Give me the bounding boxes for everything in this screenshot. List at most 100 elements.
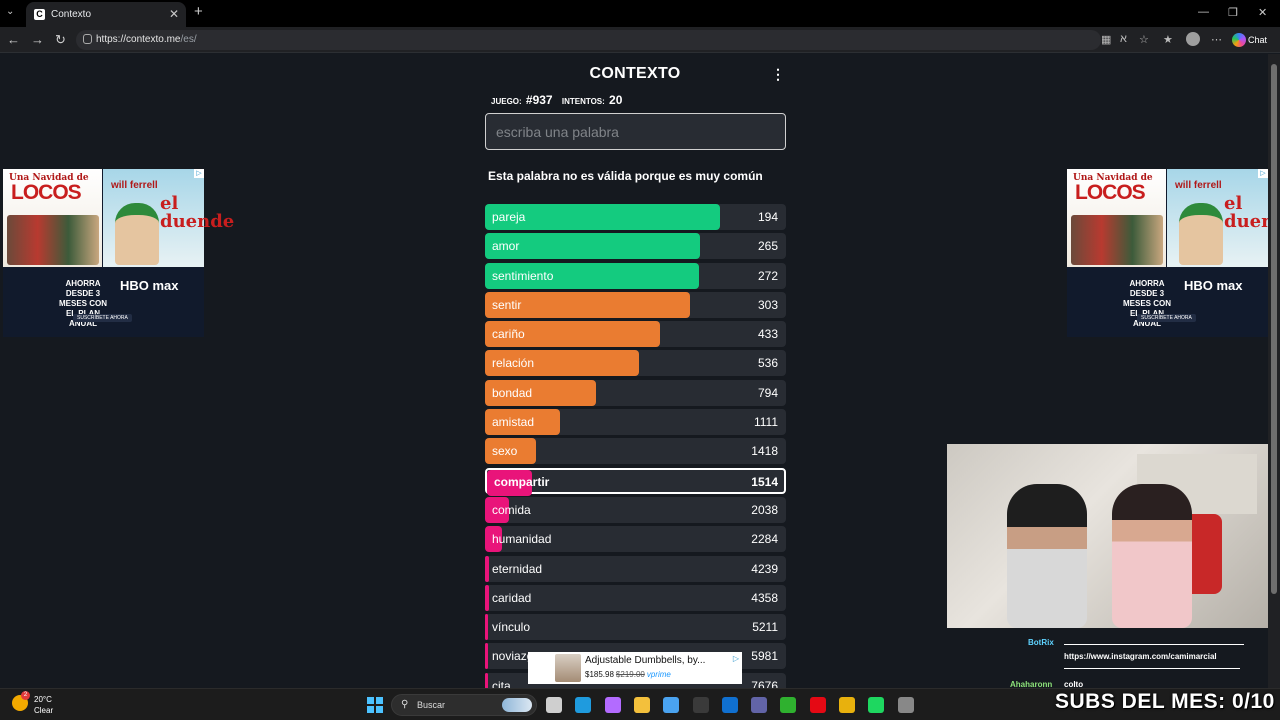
favorite-star-icon[interactable]: ☆ <box>1139 34 1149 46</box>
adchoices-icon[interactable]: ▷ <box>732 654 739 663</box>
subs-counter-overlay: SUBS DEL MES: 0/10 <box>1055 690 1275 713</box>
start-button[interactable] <box>367 697 383 713</box>
guess-row: amor 265 <box>485 233 786 260</box>
ad-banner-right[interactable]: Una Navidad de LOCOS will ferrell el due… <box>1067 169 1268 337</box>
scrollbar-thumb[interactable] <box>1271 64 1277 594</box>
proximity-bar <box>485 643 488 670</box>
ad-offer: AHORRA DESDE 3 MESES CON EL PLAN ANUAL <box>58 279 107 328</box>
proximity-bar <box>485 614 488 641</box>
guess-word: relación <box>492 356 535 371</box>
more-icon[interactable]: ⋯ <box>1211 34 1222 46</box>
close-tab-icon[interactable]: ✕ <box>168 7 179 21</box>
guess-row: comida 2038 <box>485 496 786 523</box>
ad-banner-left[interactable]: Una Navidad de LOCOS will ferrell el due… <box>3 169 234 337</box>
address-bar[interactable]: https://contexto.me/es/ <box>76 30 1101 50</box>
guess-word: comida <box>492 502 531 517</box>
guess-rank: 194 <box>757 210 778 224</box>
teams-icon[interactable] <box>751 697 768 713</box>
taskbar-search[interactable]: ⚲ Buscar <box>391 694 537 716</box>
netflix-icon[interactable] <box>809 697 826 713</box>
ad-cta[interactable]: SUSCRÍBETE AHORA <box>73 314 132 322</box>
proximity-bar <box>485 204 720 230</box>
task-view-icon[interactable] <box>546 697 562 713</box>
webcam-overlay <box>947 444 1268 628</box>
sponsored-product-ad[interactable]: Adjustable Dumbbells, by... $185.98 $219.… <box>528 652 742 684</box>
guess-row: cariño 433 <box>485 321 786 348</box>
new-tab-icon[interactable]: + <box>194 3 203 20</box>
spotify-icon[interactable] <box>868 697 885 713</box>
xbox-icon[interactable] <box>780 697 797 713</box>
lock-icon[interactable] <box>83 34 92 44</box>
guess-input[interactable] <box>485 113 786 150</box>
refresh-icon[interactable]: ↻ <box>55 32 66 47</box>
page-scrollbar[interactable] <box>1268 54 1280 688</box>
app-dark-icon[interactable] <box>692 697 709 713</box>
tab-contexto[interactable]: C Contexto ✕ <box>26 2 186 27</box>
adchoices-icon[interactable]: ▷ <box>1258 169 1268 178</box>
juego-label: JUEGO: <box>491 97 522 106</box>
app-gear-icon[interactable] <box>897 697 914 713</box>
ad-line4: el duende <box>160 193 235 232</box>
back-icon[interactable]: ← <box>7 32 20 47</box>
file-explorer-icon[interactable] <box>633 697 650 713</box>
guess-word: eternidad <box>492 561 543 576</box>
store-icon[interactable] <box>663 697 680 713</box>
guess-rank: 1514 <box>751 474 778 489</box>
close-window-icon[interactable]: ✕ <box>1258 7 1268 19</box>
search-label: Buscar <box>417 700 446 710</box>
guess-rank: 5981 <box>751 649 778 664</box>
search-highlight-image <box>502 698 532 712</box>
profile-avatar[interactable] <box>1186 32 1200 46</box>
guess-word: sentimiento <box>492 268 554 283</box>
chat-message: colto <box>1064 680 1084 688</box>
guess-row: vínculo 5211 <box>485 614 786 641</box>
copilot-chat-button[interactable]: Chat <box>1230 31 1267 49</box>
chat-divider <box>1064 668 1240 669</box>
navigation-bar: ← → ↻ https://contexto.me/es/ ▦ א ☆ ★ ⋯ … <box>0 27 1280 53</box>
guess-word: vínculo <box>492 620 531 635</box>
contexto-favicon-icon: C <box>34 9 45 20</box>
chat-user: Ahaharonn <box>1010 680 1053 688</box>
guess-row: eternidad 4239 <box>485 555 786 582</box>
adchoices-icon[interactable]: ▷ <box>194 169 204 178</box>
edge-icon[interactable] <box>575 697 592 713</box>
ad-cta[interactable]: SUSCRÍBETE AHORA <box>1137 314 1196 322</box>
guess-row: sexo 1418 <box>485 438 786 465</box>
juego-value: #937 <box>525 93 553 107</box>
forward-icon[interactable]: → <box>31 32 44 47</box>
intentos-value: 20 <box>609 93 623 107</box>
guess-row: sentimiento 272 <box>485 262 786 289</box>
restore-icon[interactable]: ❐ <box>1228 7 1238 19</box>
page-content: CONTEXTO ⋮ JUEGO: #937 INTENTOS: 20 Esta… <box>0 54 1268 688</box>
guess-rank: 5211 <box>752 620 778 635</box>
temperature: 20°C <box>34 695 52 704</box>
product-title: Adjustable Dumbbells, by... <box>585 655 706 666</box>
tab-actions-icon[interactable]: ⌄ <box>6 6 15 17</box>
translate-icon[interactable]: א <box>1120 33 1127 45</box>
guess-word: cita <box>492 678 511 688</box>
url-text: https://contexto.me/es/ <box>96 34 197 45</box>
proximity-bar <box>485 584 489 611</box>
chat-user: BotRix <box>1028 638 1054 647</box>
guess-row: sentir 303 <box>485 291 786 318</box>
proximity-bar <box>485 555 489 582</box>
guess-word: amistad <box>492 415 535 430</box>
copilot-icon[interactable] <box>604 697 621 713</box>
minimize-icon[interactable]: — <box>1198 6 1209 18</box>
guess-row: bondad 794 <box>485 379 786 406</box>
guess-word: humanidad <box>492 532 552 547</box>
guess-word: sexo <box>492 444 518 459</box>
favorites-icon[interactable]: ★ <box>1163 34 1173 46</box>
app-blue-icon[interactable] <box>721 697 738 713</box>
guess-rank: 272 <box>757 268 778 283</box>
game-stats: JUEGO: #937 INTENTOS: 20 <box>491 93 629 107</box>
guess-word: bondad <box>492 385 533 400</box>
menu-kebab-icon[interactable]: ⋮ <box>771 66 785 82</box>
tab-strip: ⌄ C Contexto ✕ + — ❐ ✕ <box>0 0 1280 27</box>
ad-brand: HBO max <box>120 278 179 293</box>
guess-row: amistad 1111 <box>485 409 786 436</box>
app-available-icon[interactable]: ▦ <box>1101 34 1112 46</box>
ad-elf-image <box>1179 203 1223 265</box>
chrome-icon[interactable] <box>839 697 855 713</box>
proximity-bar <box>485 526 502 553</box>
